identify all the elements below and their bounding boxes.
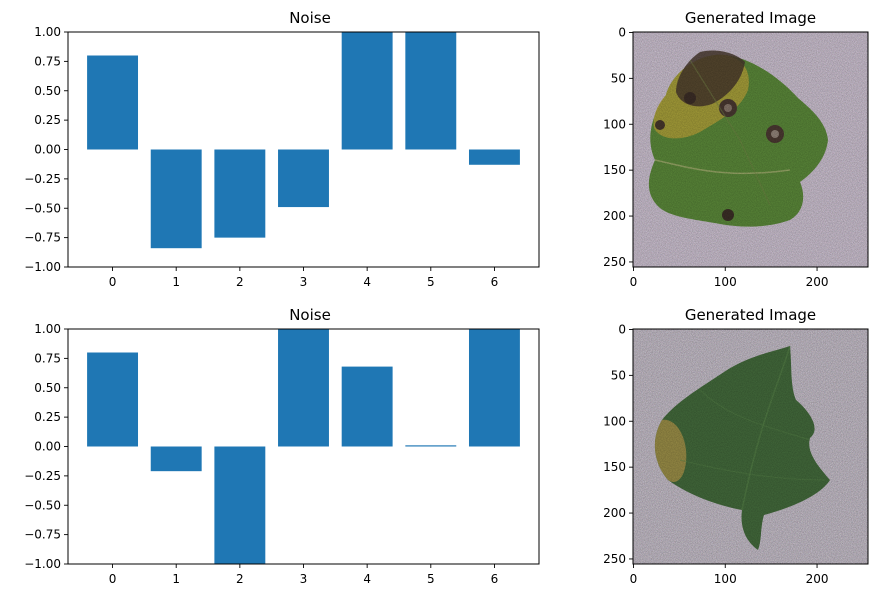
y-tick-label: 150 — [603, 460, 626, 474]
x-tick-label: 100 — [714, 572, 737, 586]
image-title: Generated Image — [685, 9, 816, 27]
x-tick-label: 3 — [300, 275, 308, 289]
y-tick-label: −0.25 — [24, 469, 61, 483]
y-tick-label: 0.75 — [34, 351, 61, 365]
y-tick-label: 0.75 — [34, 54, 61, 68]
y-tick-label: 250 — [603, 255, 626, 269]
y-axis-ticks: 1.00 0.75 0.50 0.25 0.00 −0.25 −0.50 −0.75 −1.00 — [24, 322, 68, 571]
y-tick-label: 50 — [611, 71, 626, 85]
x-tick-label: 0 — [109, 572, 117, 586]
y-tick-label: −0.75 — [24, 528, 61, 542]
bar — [150, 446, 202, 472]
y-tick-label: 0.25 — [34, 410, 61, 424]
x-tick-label: 200 — [806, 275, 829, 289]
y-tick-label: 0.50 — [34, 381, 61, 395]
x-axis-ticks: 0 1 2 3 4 5 6 — [109, 564, 499, 586]
bar — [87, 55, 139, 150]
y-tick-label: −0.25 — [24, 172, 61, 186]
x-tick-label: 0 — [630, 572, 638, 586]
y-tick-label: 0.25 — [34, 113, 61, 127]
noise-bar-chart-bottom: Noise 1.00 0.75 0.50 0.25 0.00 −0.25 −0.50 −0.7… — [24, 306, 540, 586]
y-tick-label: 0.00 — [34, 143, 61, 157]
x-tick-label: 6 — [491, 275, 499, 289]
bar — [468, 149, 520, 165]
x-tick-label: 6 — [491, 572, 499, 586]
y-tick-label: 150 — [603, 163, 626, 177]
generated-image-pixels — [633, 32, 868, 267]
x-tick-label: 3 — [300, 572, 308, 586]
x-axis-ticks: 0 1 2 3 4 5 6 — [109, 267, 499, 289]
x-tick-label: 5 — [427, 572, 435, 586]
x-tick-label: 2 — [236, 572, 244, 586]
y-tick-label: 100 — [603, 117, 626, 131]
x-tick-label: 0 — [109, 275, 117, 289]
image-frame — [632, 328, 869, 565]
x-tick-label: 2 — [236, 275, 244, 289]
axes-frame — [67, 328, 540, 565]
bar — [214, 446, 266, 564]
chart-title: Noise — [289, 9, 331, 27]
x-tick-label: 4 — [363, 572, 371, 586]
image-y-ticks: 0 50 100 150 200 250 — [603, 322, 633, 566]
image-x-ticks: 0 100 200 — [630, 564, 829, 586]
y-tick-label: 50 — [611, 368, 626, 382]
x-tick-label: 1 — [172, 275, 180, 289]
bar-group — [87, 329, 520, 564]
y-tick-label: 0 — [618, 322, 626, 336]
image-title: Generated Image — [685, 306, 816, 324]
x-tick-label: 5 — [427, 275, 435, 289]
axes-frame — [67, 31, 540, 268]
y-axis-ticks: 1.00 0.75 0.50 0.25 0.00 −0.25 −0.50 −0.75 −1.00 — [24, 25, 68, 274]
y-tick-label: −1.00 — [24, 557, 61, 571]
y-tick-label: 0.50 — [34, 84, 61, 98]
bar — [468, 329, 520, 447]
bar — [278, 329, 329, 447]
y-tick-label: 250 — [603, 552, 626, 566]
y-tick-label: 0.00 — [34, 440, 61, 454]
bar — [214, 149, 266, 238]
generated-image-bottom: Generated Image 0 50 100 150 200 250 0 100 200 — [603, 306, 869, 586]
bar — [278, 149, 329, 208]
bar — [405, 32, 457, 150]
y-tick-label: 1.00 — [34, 25, 61, 39]
y-tick-label: 200 — [603, 506, 626, 520]
y-tick-label: 200 — [603, 209, 626, 223]
image-x-ticks: 0 100 200 — [630, 267, 829, 289]
y-tick-label: −0.50 — [24, 498, 61, 512]
x-tick-label: 100 — [714, 275, 737, 289]
y-tick-label: 100 — [603, 414, 626, 428]
bar — [341, 32, 393, 150]
noise-bar-chart-top: Noise 1.00 0.75 0.50 0.25 0.00 −0.25 −0.50 −0.7… — [24, 9, 540, 289]
x-tick-label: 0 — [630, 275, 638, 289]
y-tick-label: −0.75 — [24, 231, 61, 245]
chart-title: Noise — [289, 306, 331, 324]
bar — [341, 366, 393, 447]
x-tick-label: 200 — [806, 572, 829, 586]
y-tick-label: 1.00 — [34, 322, 61, 336]
bar — [405, 445, 457, 447]
y-tick-label: −1.00 — [24, 260, 61, 274]
generated-image-pixels — [633, 329, 868, 564]
image-y-ticks: 0 50 100 150 200 250 — [603, 25, 633, 269]
image-frame — [632, 31, 869, 268]
x-tick-label: 4 — [363, 275, 371, 289]
bar — [150, 149, 202, 249]
y-tick-label: 0 — [618, 25, 626, 39]
x-tick-label: 1 — [172, 572, 180, 586]
bar-group — [87, 32, 520, 249]
generated-image-top: Generated Image 0 50 100 150 200 250 0 100 200 — [603, 9, 869, 289]
bar — [87, 352, 139, 447]
y-tick-label: −0.50 — [24, 201, 61, 215]
